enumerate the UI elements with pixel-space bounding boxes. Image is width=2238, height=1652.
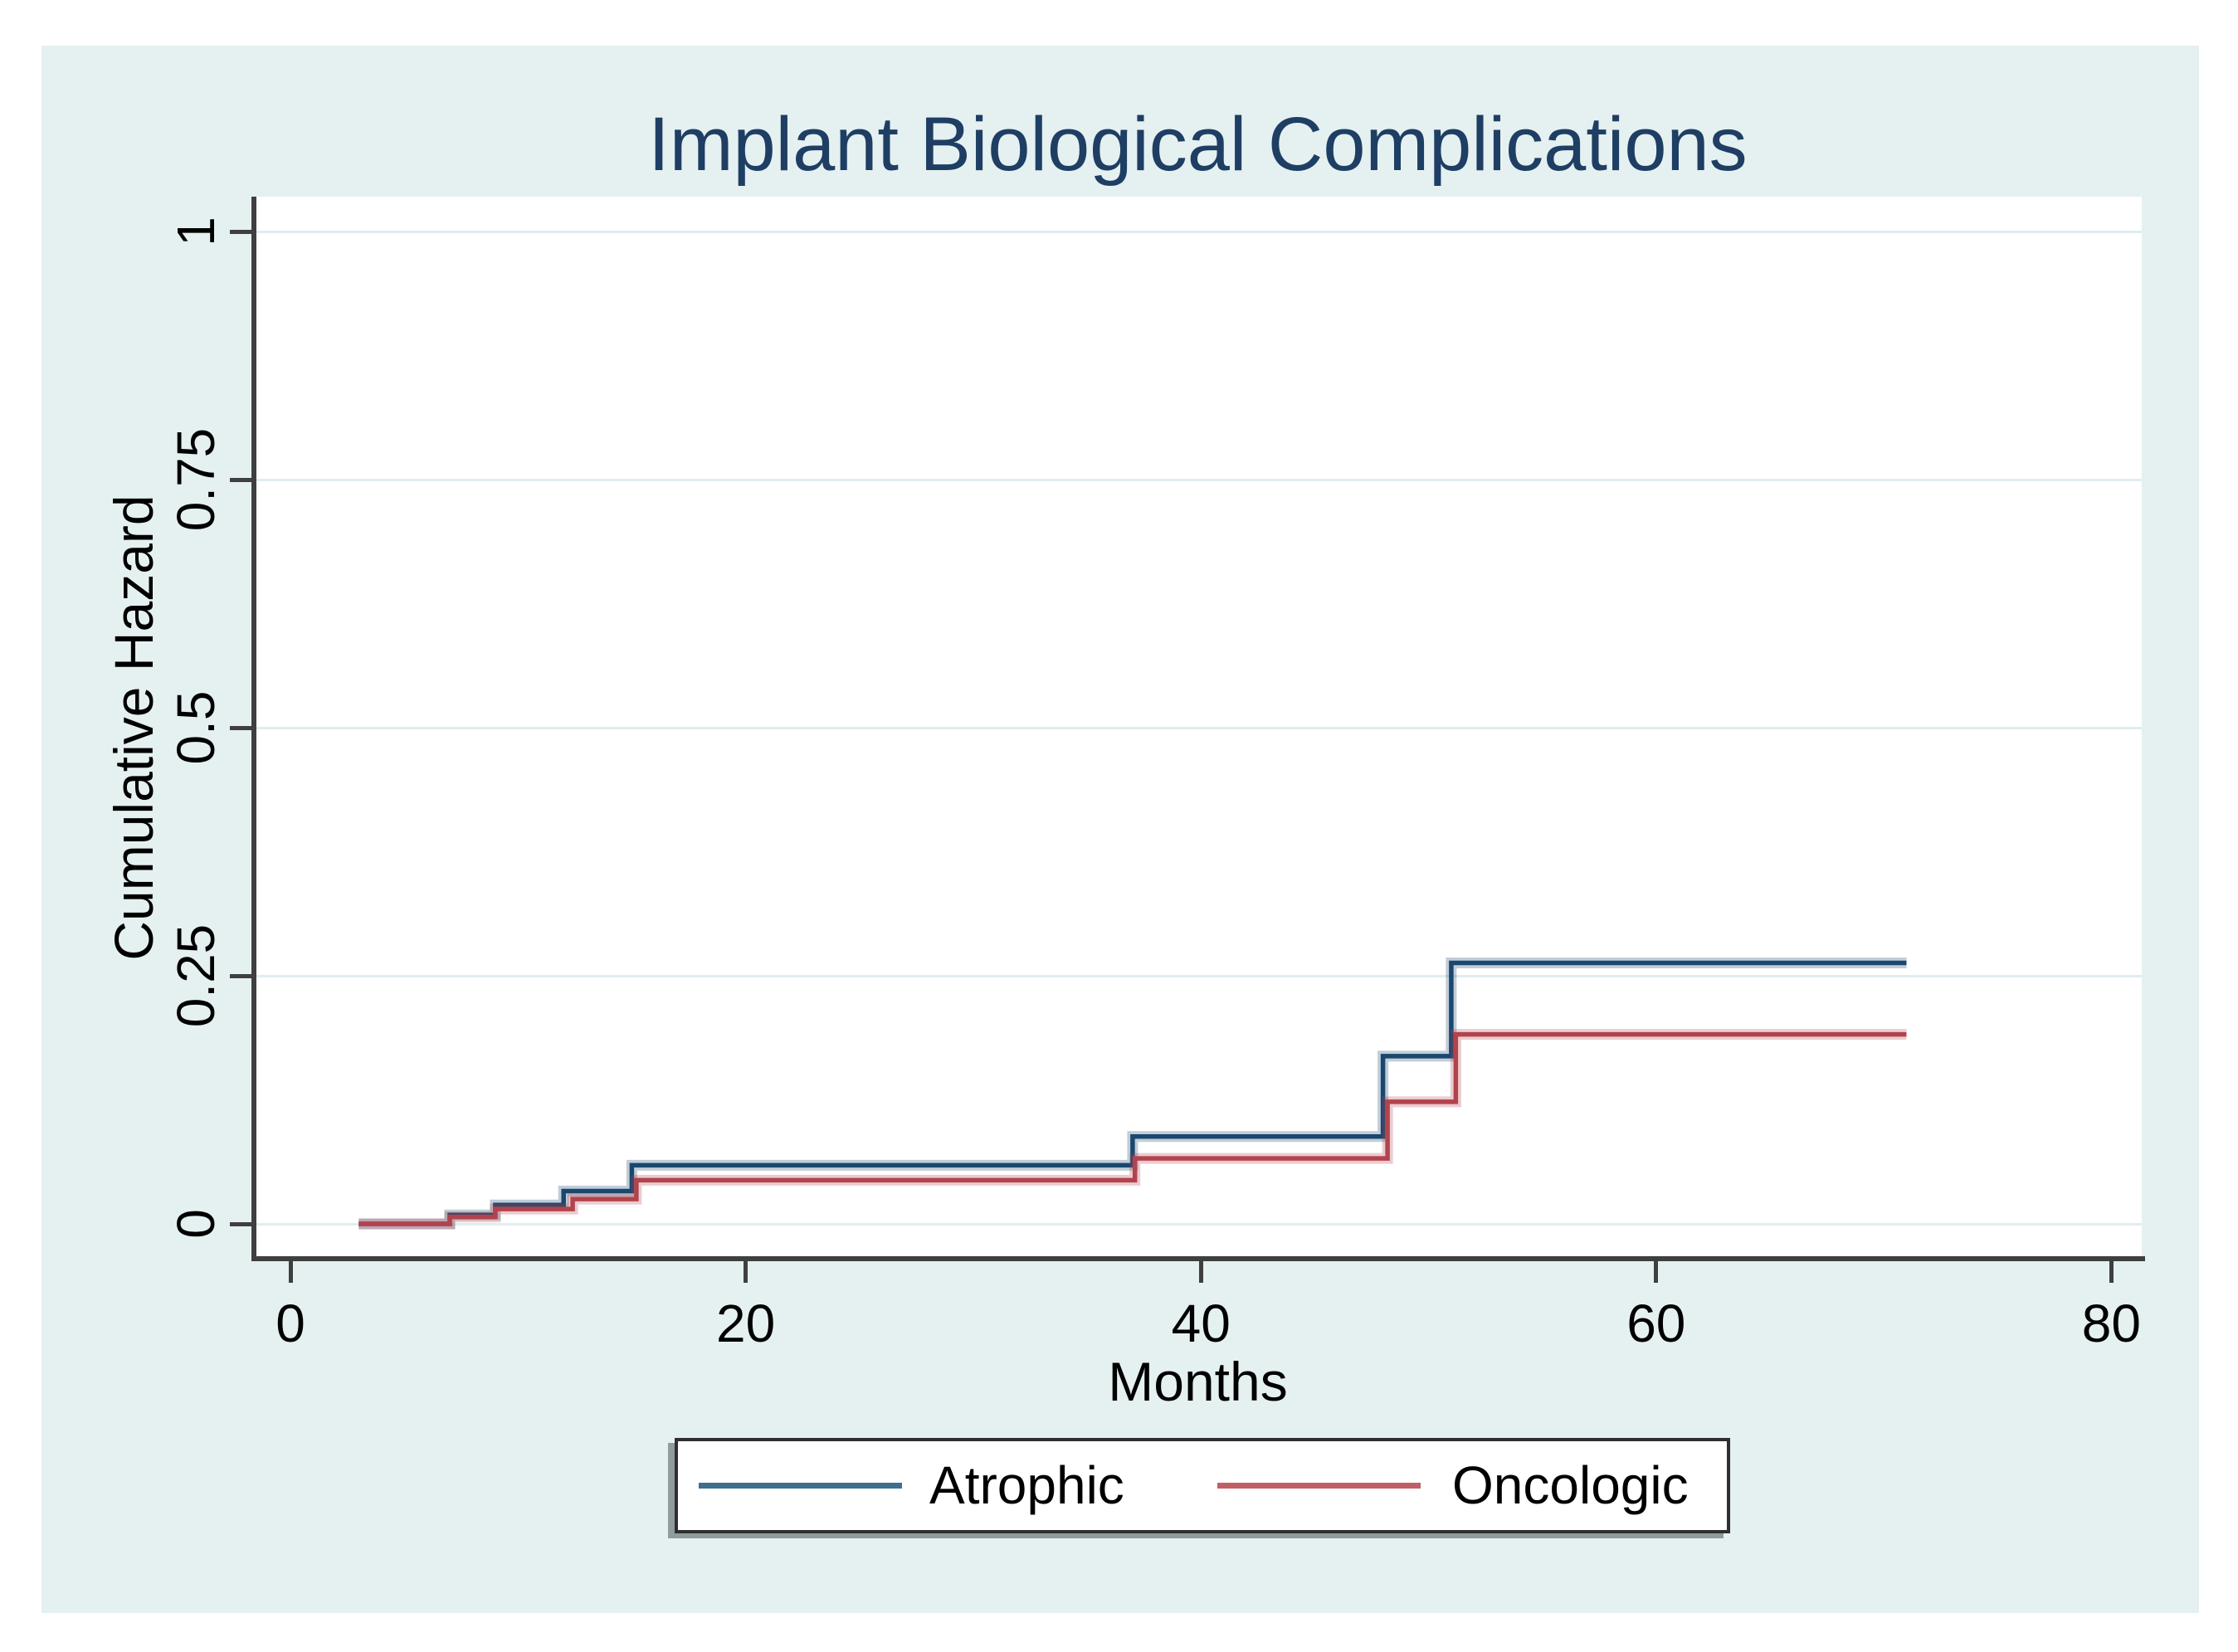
x-tick-20 bbox=[744, 1261, 748, 1283]
gridline-y-0.25 bbox=[254, 974, 2142, 977]
plot-area bbox=[254, 197, 2142, 1259]
gridline-y-0 bbox=[254, 1222, 2142, 1226]
x-tick-label-40: 40 bbox=[1171, 1294, 1231, 1353]
y-axis-line bbox=[251, 197, 256, 1261]
legend-label-oncologic: Oncologic bbox=[1452, 1455, 1689, 1515]
hazard-curves bbox=[358, 958, 1907, 1230]
x-axis-title: Months bbox=[1108, 1351, 1288, 1412]
legend-label-atrophic: Atrophic bbox=[929, 1455, 1124, 1515]
x-tick-label-60: 60 bbox=[1626, 1294, 1686, 1353]
chart-title: Implant Biological Complications bbox=[648, 102, 1748, 187]
legend-swatch-oncologic bbox=[1217, 1483, 1421, 1489]
y-tick-0.75 bbox=[230, 477, 251, 482]
x-tick-label-80: 80 bbox=[2081, 1294, 2141, 1353]
legend-box: Atrophic Oncologic bbox=[675, 1438, 1730, 1533]
y-tick-1 bbox=[230, 229, 251, 234]
y-tick-0 bbox=[230, 1221, 251, 1226]
x-tick-80 bbox=[2109, 1261, 2114, 1283]
y-tick-label-0.25: 0.25 bbox=[166, 923, 226, 1028]
x-tick-40 bbox=[1198, 1261, 1203, 1283]
y-tick-0.25 bbox=[230, 973, 251, 978]
x-tick-label-20: 20 bbox=[716, 1294, 776, 1353]
legend-swatch-atrophic bbox=[699, 1483, 902, 1489]
y-tick-label-0: 0 bbox=[166, 1209, 226, 1239]
y-axis-title: Cumulative Hazard bbox=[103, 495, 164, 961]
series-oncologic-line bbox=[358, 1031, 1907, 1226]
x-tick-60 bbox=[1654, 1261, 1659, 1283]
gridline-y-0.75 bbox=[254, 478, 2142, 481]
x-axis-line bbox=[251, 1256, 2145, 1261]
gridline-y-0.5 bbox=[254, 726, 2142, 729]
y-tick-label-0.75: 0.75 bbox=[166, 427, 226, 532]
gridline-y-1 bbox=[254, 230, 2142, 233]
y-tick-label-1: 1 bbox=[166, 217, 226, 246]
x-tick-label-0: 0 bbox=[275, 1294, 305, 1353]
figure-panel: Implant Biological Complications 0 20 40 60… bbox=[41, 46, 2199, 1613]
y-tick-0.5 bbox=[230, 725, 251, 730]
x-tick-0 bbox=[288, 1261, 293, 1283]
series-oncologic-halo bbox=[358, 1029, 1907, 1230]
y-tick-label-0.5: 0.5 bbox=[166, 690, 226, 765]
